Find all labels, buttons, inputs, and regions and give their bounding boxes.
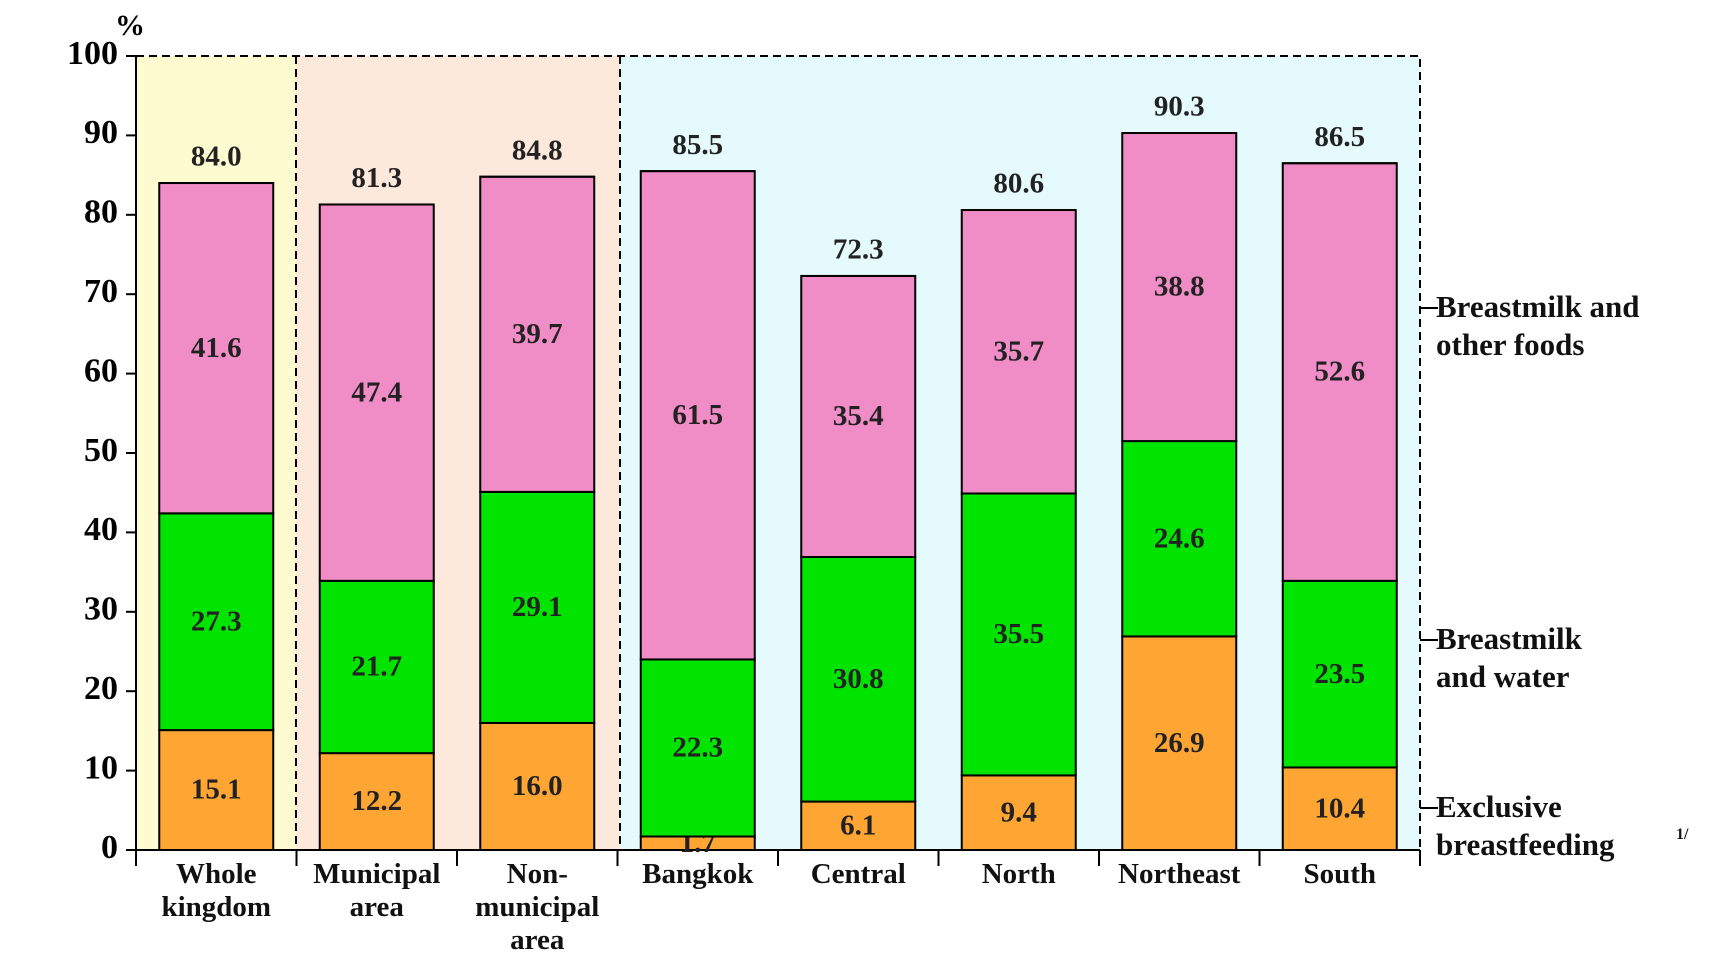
bar-segment: [158, 512, 275, 732]
value-label: 22.3: [672, 732, 723, 764]
x-tick-label: Central: [810, 858, 906, 890]
bar-segment: [1281, 766, 1398, 852]
total-label: 72.3: [833, 234, 884, 266]
legend-label: Breastmilk and other foods: [1436, 289, 1640, 362]
bar-segment: [318, 579, 435, 755]
bar-segment: [800, 274, 917, 559]
x-tick-label: Whole kingdom: [161, 858, 272, 923]
total-label: 80.6: [993, 168, 1044, 200]
total-label: 84.0: [191, 141, 242, 173]
value-label: 10.4: [1314, 792, 1365, 824]
value-label: 9.4: [1001, 796, 1037, 828]
value-label: 39.7: [512, 318, 563, 350]
bar-segment: [1121, 635, 1238, 851]
bar-segment: [318, 203, 435, 582]
x-tick-label: Non- municipal area: [475, 858, 600, 956]
x-tick-label: Northeast: [1118, 858, 1241, 890]
bar-segment: [1121, 132, 1238, 443]
total-label: 86.5: [1314, 121, 1365, 153]
bar-segment: [1281, 162, 1398, 582]
legend-label: Exclusive breastfeeding: [1436, 789, 1615, 862]
x-tick-label: South: [1303, 858, 1377, 890]
y-tick-label: 50: [84, 432, 118, 469]
bar-segment: [479, 721, 596, 852]
value-label: 23.5: [1314, 658, 1365, 690]
y-unit: %: [115, 9, 145, 42]
value-label: 12.2: [351, 785, 402, 817]
y-tick-label: 90: [84, 114, 118, 151]
y-tick-label: 80: [84, 194, 118, 231]
footnote-marker: 1/: [1676, 826, 1689, 843]
bar-segment: [479, 175, 596, 493]
bar-segment: [158, 729, 275, 852]
bar-segment: [960, 774, 1077, 852]
y-tick-label: 70: [84, 273, 118, 310]
value-label: 35.5: [993, 618, 1044, 650]
value-label: 26.9: [1154, 727, 1205, 759]
bar-segment: [639, 658, 756, 838]
y-tick-label: 0: [101, 829, 118, 866]
bar-segment: [960, 492, 1077, 777]
value-label: 16.0: [512, 770, 563, 802]
bar-segment: [639, 170, 756, 661]
y-tick-label: 60: [84, 352, 118, 389]
value-label: 47.4: [351, 376, 402, 408]
x-tick-label: Municipal area: [313, 858, 441, 923]
y-tick-label: 30: [84, 591, 118, 628]
bar-segment: [800, 800, 917, 851]
x-tick-label: North: [981, 858, 1056, 890]
legend-label: Breastmilk and water: [1436, 621, 1582, 694]
y-tick-label: 10: [84, 749, 118, 786]
value-label: 35.4: [833, 400, 884, 432]
x-tick-label: Bangkok: [642, 858, 754, 890]
value-label: 6.1: [840, 809, 876, 841]
value-label: 24.6: [1154, 522, 1205, 554]
value-label: 35.7: [993, 335, 1044, 367]
value-label: 30.8: [833, 663, 884, 695]
value-label: 15.1: [191, 774, 242, 806]
value-label: 27.3: [191, 605, 242, 637]
value-label: 21.7: [351, 651, 402, 683]
y-tick-label: 20: [84, 670, 118, 707]
value-label: 52.6: [1314, 356, 1365, 388]
bar-segment: [158, 182, 275, 515]
value-label: 29.1: [512, 591, 563, 623]
value-label: 41.6: [191, 332, 242, 364]
total-label: 85.5: [672, 129, 723, 161]
bar-segment: [960, 209, 1077, 495]
value-label: 38.8: [1154, 271, 1205, 303]
total-label: 90.3: [1154, 91, 1205, 123]
total-label: 84.8: [512, 134, 563, 166]
value-label: 61.5: [672, 399, 723, 431]
y-tick-label: 100: [67, 35, 118, 72]
bar-segment: [1281, 579, 1398, 769]
y-tick-label: 40: [84, 511, 118, 548]
total-label: 81.3: [351, 162, 402, 194]
